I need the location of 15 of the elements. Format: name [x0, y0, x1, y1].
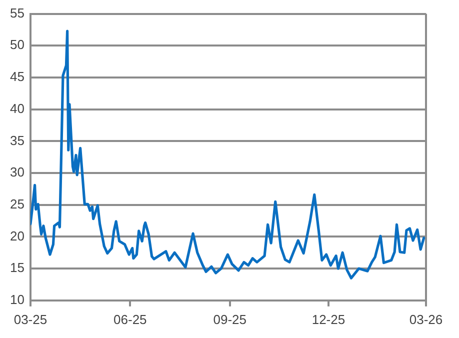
y-tick-label: 15: [10, 260, 24, 276]
y-tick-label: 55: [10, 5, 24, 20]
x-tick-label: 09-25: [213, 312, 246, 327]
y-tick-label: 40: [10, 100, 24, 116]
x-tick-label: 12-25: [312, 312, 346, 327]
x-tick-label: 03-25: [14, 312, 48, 327]
y-tick-label: 45: [10, 69, 24, 84]
y-tick-label: 20: [10, 228, 24, 244]
y-tick-label: 35: [10, 132, 24, 148]
y-tick-label: 50: [10, 37, 24, 52]
x-tick-label: 03-26: [409, 312, 443, 327]
y-tick-label: 10: [10, 292, 24, 307]
y-tick-label: 25: [10, 196, 24, 212]
y-tick-label: 30: [10, 164, 24, 180]
x-tick-label: 06-25: [114, 312, 147, 327]
